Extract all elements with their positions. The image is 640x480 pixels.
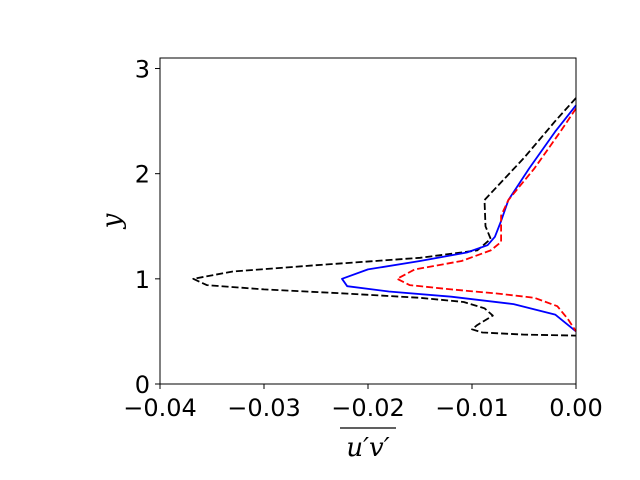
x-tick-label: 0.00 [549, 394, 602, 422]
y-axis-ticks: 0 1 2 3 [135, 56, 160, 399]
series-line-3 [396, 107, 577, 332]
series-layer [192, 97, 577, 337]
x-axis-ticks: −0.04 −0.03 −0.02 −0.01 0.00 [123, 384, 603, 422]
series-line-2 [341, 104, 577, 333]
y-axis-label: y [97, 213, 127, 229]
x-tick-label: −0.04 [123, 394, 197, 422]
x-tick-label: −0.03 [227, 394, 301, 422]
y-tick-label: 0 [135, 371, 150, 399]
y-tick-label: 3 [135, 56, 150, 84]
plot-frame [159, 57, 577, 385]
x-tick-label: −0.01 [435, 394, 509, 422]
x-axis-label: u′v′ [346, 433, 389, 463]
x-tick-label: −0.02 [331, 394, 405, 422]
series-line-1 [192, 97, 577, 337]
y-tick-label: 2 [135, 161, 150, 189]
y-tick-label: 1 [135, 266, 150, 294]
